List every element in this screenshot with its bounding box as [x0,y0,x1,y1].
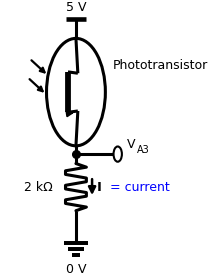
Text: 5 V: 5 V [66,1,86,15]
Ellipse shape [113,146,122,162]
Text: 2 kΩ: 2 kΩ [24,181,53,194]
Text: V: V [127,138,135,151]
Text: = current: = current [106,181,170,194]
Text: A3: A3 [137,145,150,155]
Text: I: I [97,181,102,194]
Text: 0 V: 0 V [66,263,86,276]
Text: Phototransistor: Phototransistor [113,59,208,72]
